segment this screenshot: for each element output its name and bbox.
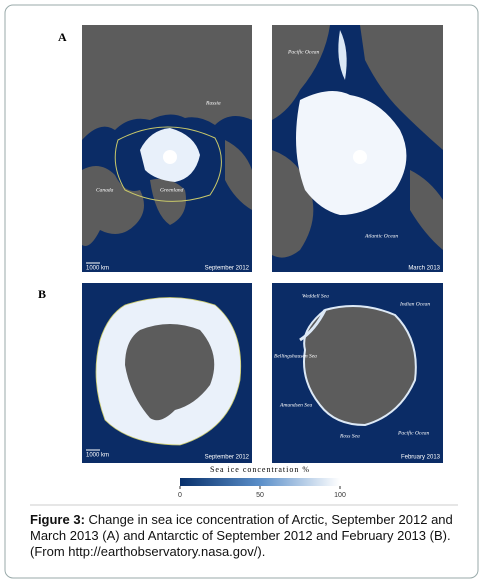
- map-date: March 2013: [408, 266, 440, 272]
- map-annotation: Indian Ocean: [399, 301, 430, 307]
- map-date: September 2012: [205, 266, 250, 272]
- colorbar-ticks: 0 50 100: [178, 486, 346, 499]
- caption: Figure 3: Change in sea ice concentratio…: [30, 512, 458, 560]
- map: Russia Canada Greenland 1000 km Septembe…: [82, 25, 252, 272]
- map: Pacific Ocean Atlantic Ocean March 2013: [272, 25, 443, 272]
- colorbar-tick-label: 50: [256, 492, 264, 499]
- caption-label: Figure 3:: [30, 512, 85, 527]
- map-date: February 2013: [401, 455, 441, 461]
- map-annotation: Ross Sea: [339, 433, 360, 439]
- scale-label: 1000 km: [86, 266, 109, 272]
- colorbar-title: Sea ice concentration %: [210, 465, 310, 474]
- colorbar-tick-label: 100: [334, 492, 346, 499]
- map-annotation: Weddell Sea: [302, 293, 329, 299]
- colorbar: [180, 478, 340, 486]
- map-annotation: Greenland: [160, 187, 184, 193]
- colorbar-tick-label: 0: [178, 492, 182, 499]
- map-annotation: Pacific Ocean: [287, 48, 320, 55]
- map-annotation: Russia: [205, 100, 221, 106]
- panel-label: B: [38, 287, 46, 301]
- map: 1000 km September 2012: [82, 283, 252, 463]
- map-date: September 2012: [205, 455, 250, 461]
- map-annotation: Canada: [96, 187, 114, 193]
- map: Weddell Sea Indian Ocean Bellingshausen …: [272, 283, 443, 463]
- caption-text: Change in sea ice concentration of Arcti…: [30, 512, 453, 559]
- map-annotation: Amundsen Sea: [279, 402, 312, 408]
- frame: [4, 4, 479, 579]
- panel-label: A: [58, 30, 67, 44]
- map-annotation: Pacific Ocean: [397, 429, 430, 436]
- scale-label: 1000 km: [86, 453, 109, 459]
- map-annotation: Bellingshausen Sea: [274, 353, 317, 359]
- map-annotation: Atlantic Ocean: [364, 233, 398, 239]
